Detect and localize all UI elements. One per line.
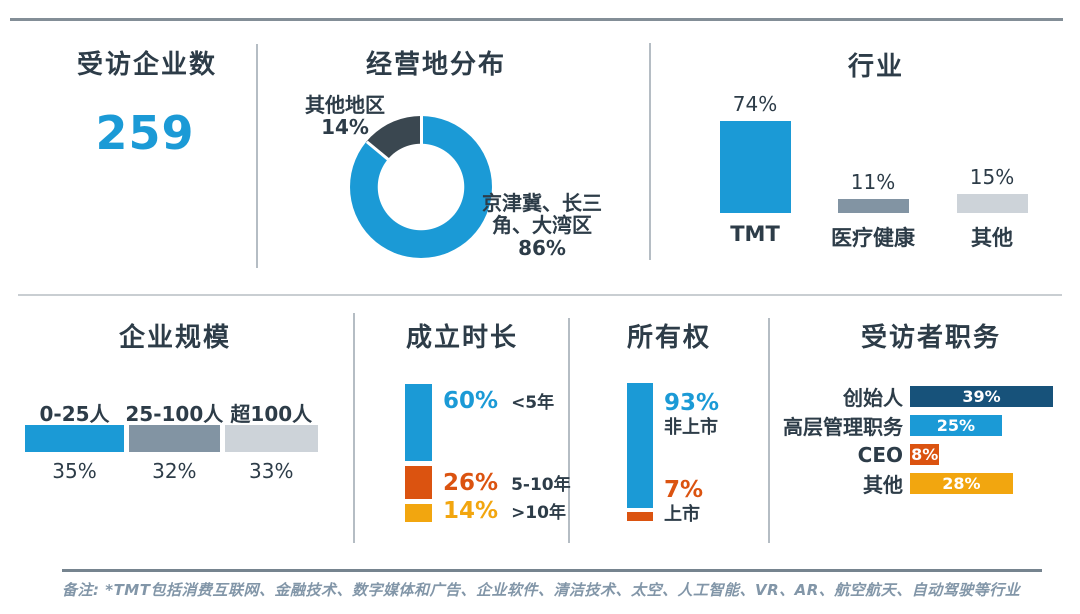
title-founded: 成立时长 xyxy=(405,323,519,353)
role-bar: 25% xyxy=(910,415,1002,436)
founded-segment-over10 xyxy=(405,504,432,522)
founded-label-row: 26% 5-10年 xyxy=(443,470,571,496)
role-bar-row: 创始人 39% xyxy=(778,386,1054,410)
title-industry: 行业 xyxy=(847,52,905,82)
role-category-label: CEO xyxy=(857,442,903,467)
size-category-label: 25-100人 xyxy=(125,402,224,426)
role-bar-chart: 创始人 39% 高层管理职务 25% CEO 8% 其他 28% xyxy=(778,386,1054,497)
respondent-count: 259 xyxy=(95,106,195,160)
founded-stacked-bar xyxy=(405,384,432,522)
size-value-label: 35% xyxy=(52,459,97,483)
role-bar-row: 高层管理职务 25% xyxy=(778,415,1053,439)
ownership-category-label: 非上市 xyxy=(664,417,718,439)
industry-value-label: 15% xyxy=(969,165,1015,190)
divider-bottom-1 xyxy=(353,313,355,543)
size-value-label: 32% xyxy=(152,459,197,483)
ownership-segment-listed xyxy=(627,511,653,521)
founded-value-label: 14% xyxy=(443,498,499,524)
role-bar-row: CEO 8% xyxy=(778,442,1053,467)
founded-segment-5to10 xyxy=(405,465,432,500)
industry-category-label: 医疗健康 xyxy=(831,226,915,250)
industry-bar xyxy=(956,194,1028,213)
industry-bar-group-other: 15% xyxy=(932,88,1052,213)
role-category-label: 高层管理职务 xyxy=(783,415,903,439)
size-segment-group: 25-100人 32% xyxy=(125,398,223,483)
footnote-rule xyxy=(62,569,1042,572)
ownership-label-group: 93% 非上市 xyxy=(664,390,719,438)
ownership-stacked-bar xyxy=(627,383,653,521)
industry-bar-group-tmt: 74% xyxy=(695,88,815,213)
ownership-category-label: 上市 xyxy=(664,504,700,526)
industry-value-label: 11% xyxy=(850,170,896,195)
title-ownership: 所有权 xyxy=(626,323,712,353)
role-bar: 39% xyxy=(910,386,1054,407)
ownership-label-group: 7% 上市 xyxy=(664,477,703,525)
size-segment-group: 超100人 33% xyxy=(224,398,318,483)
donut-label-other-region: 其他地区 14% xyxy=(305,93,385,140)
divider-bottom-2 xyxy=(568,318,570,543)
industry-value-label: 74% xyxy=(732,92,778,117)
size-value-label: 33% xyxy=(249,459,294,483)
ownership-value-label: 7% xyxy=(664,477,704,503)
ownership-value-label: 93% xyxy=(664,390,720,416)
size-bar-segment xyxy=(224,425,318,452)
donut-gap-top xyxy=(419,116,423,187)
industry-bar xyxy=(719,121,791,213)
title-role: 受访者职务 xyxy=(860,323,1002,353)
founded-value-label: 60% xyxy=(443,388,499,414)
divider-top-2 xyxy=(649,43,651,260)
founded-value-label: 26% xyxy=(443,470,499,496)
region-donut-chart xyxy=(350,116,492,258)
founded-label-row: 14% >10年 xyxy=(443,498,566,524)
role-bar-row: 其他 28% xyxy=(778,473,1053,497)
founded-category-label: <5年 xyxy=(511,393,555,413)
divider-top-1 xyxy=(256,44,258,268)
founded-category-label: 5-10年 xyxy=(511,475,571,495)
industry-category-label: 其他 xyxy=(971,226,1013,250)
size-category-label: 超100人 xyxy=(230,402,313,426)
title-size: 企业规模 xyxy=(118,323,232,353)
role-bar: 8% xyxy=(910,444,940,465)
title-region: 经营地分布 xyxy=(365,50,507,80)
size-bar-segment xyxy=(129,425,220,452)
middle-rule xyxy=(18,294,1062,296)
divider-bottom-3 xyxy=(768,318,770,543)
footnote: 备注: *TMT包括消费互联网、金融技术、数字媒体和广告、企业软件、清洁技术、太… xyxy=(62,581,1021,599)
size-category-label: 0-25人 xyxy=(39,402,110,426)
industry-category-label: TMT xyxy=(730,222,780,246)
size-segment-group: 0-25人 35% xyxy=(25,398,125,483)
size-bar-segment xyxy=(25,425,125,452)
donut-gap-slice xyxy=(365,140,422,189)
size-segmented-bar: 0-25人 35% 25-100人 32% 超100人 33% xyxy=(25,398,318,483)
role-bar: 28% xyxy=(910,473,1013,494)
industry-bar-group-health: 11% xyxy=(813,88,933,213)
founded-category-label: >10年 xyxy=(511,503,566,523)
role-category-label: 其他 xyxy=(863,473,903,497)
top-rule xyxy=(10,18,1063,21)
ownership-segment-private xyxy=(627,383,653,508)
donut-label-main-region: 京津冀、长三 角、大湾区 86% xyxy=(482,191,602,260)
founded-label-row: 60% <5年 xyxy=(443,388,554,414)
industry-bar xyxy=(837,199,909,213)
title-respondents: 受访企业数 xyxy=(76,50,218,80)
role-category-label: 创始人 xyxy=(843,386,903,410)
founded-segment-under5 xyxy=(405,384,432,461)
